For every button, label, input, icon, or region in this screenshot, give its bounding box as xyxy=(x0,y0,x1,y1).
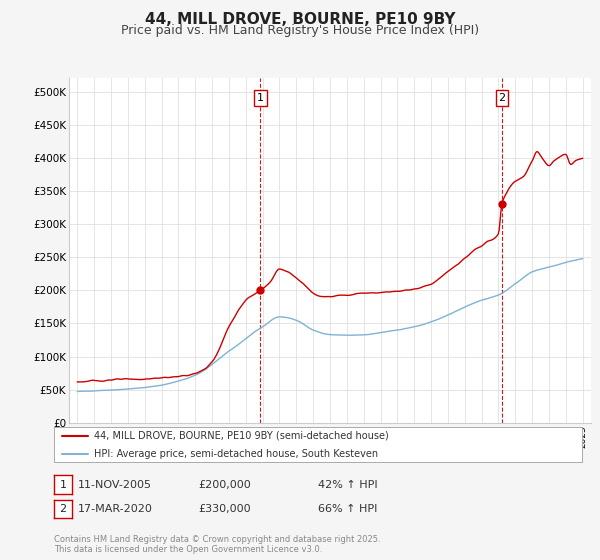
Text: 66% ↑ HPI: 66% ↑ HPI xyxy=(318,504,377,514)
Text: 17-MAR-2020: 17-MAR-2020 xyxy=(78,504,153,514)
Text: HPI: Average price, semi-detached house, South Kesteven: HPI: Average price, semi-detached house,… xyxy=(94,449,378,459)
Text: 2: 2 xyxy=(59,504,67,514)
Text: 42% ↑ HPI: 42% ↑ HPI xyxy=(318,480,377,489)
Text: 2: 2 xyxy=(499,94,505,103)
Text: 44, MILL DROVE, BOURNE, PE10 9BY: 44, MILL DROVE, BOURNE, PE10 9BY xyxy=(145,12,455,27)
Text: Price paid vs. HM Land Registry's House Price Index (HPI): Price paid vs. HM Land Registry's House … xyxy=(121,24,479,36)
Text: 1: 1 xyxy=(257,94,264,103)
Text: £200,000: £200,000 xyxy=(198,480,251,489)
Text: 1: 1 xyxy=(59,480,67,489)
Text: 44, MILL DROVE, BOURNE, PE10 9BY (semi-detached house): 44, MILL DROVE, BOURNE, PE10 9BY (semi-d… xyxy=(94,431,388,441)
Text: Contains HM Land Registry data © Crown copyright and database right 2025.
This d: Contains HM Land Registry data © Crown c… xyxy=(54,535,380,554)
Text: 11-NOV-2005: 11-NOV-2005 xyxy=(78,480,152,489)
Text: £330,000: £330,000 xyxy=(198,504,251,514)
